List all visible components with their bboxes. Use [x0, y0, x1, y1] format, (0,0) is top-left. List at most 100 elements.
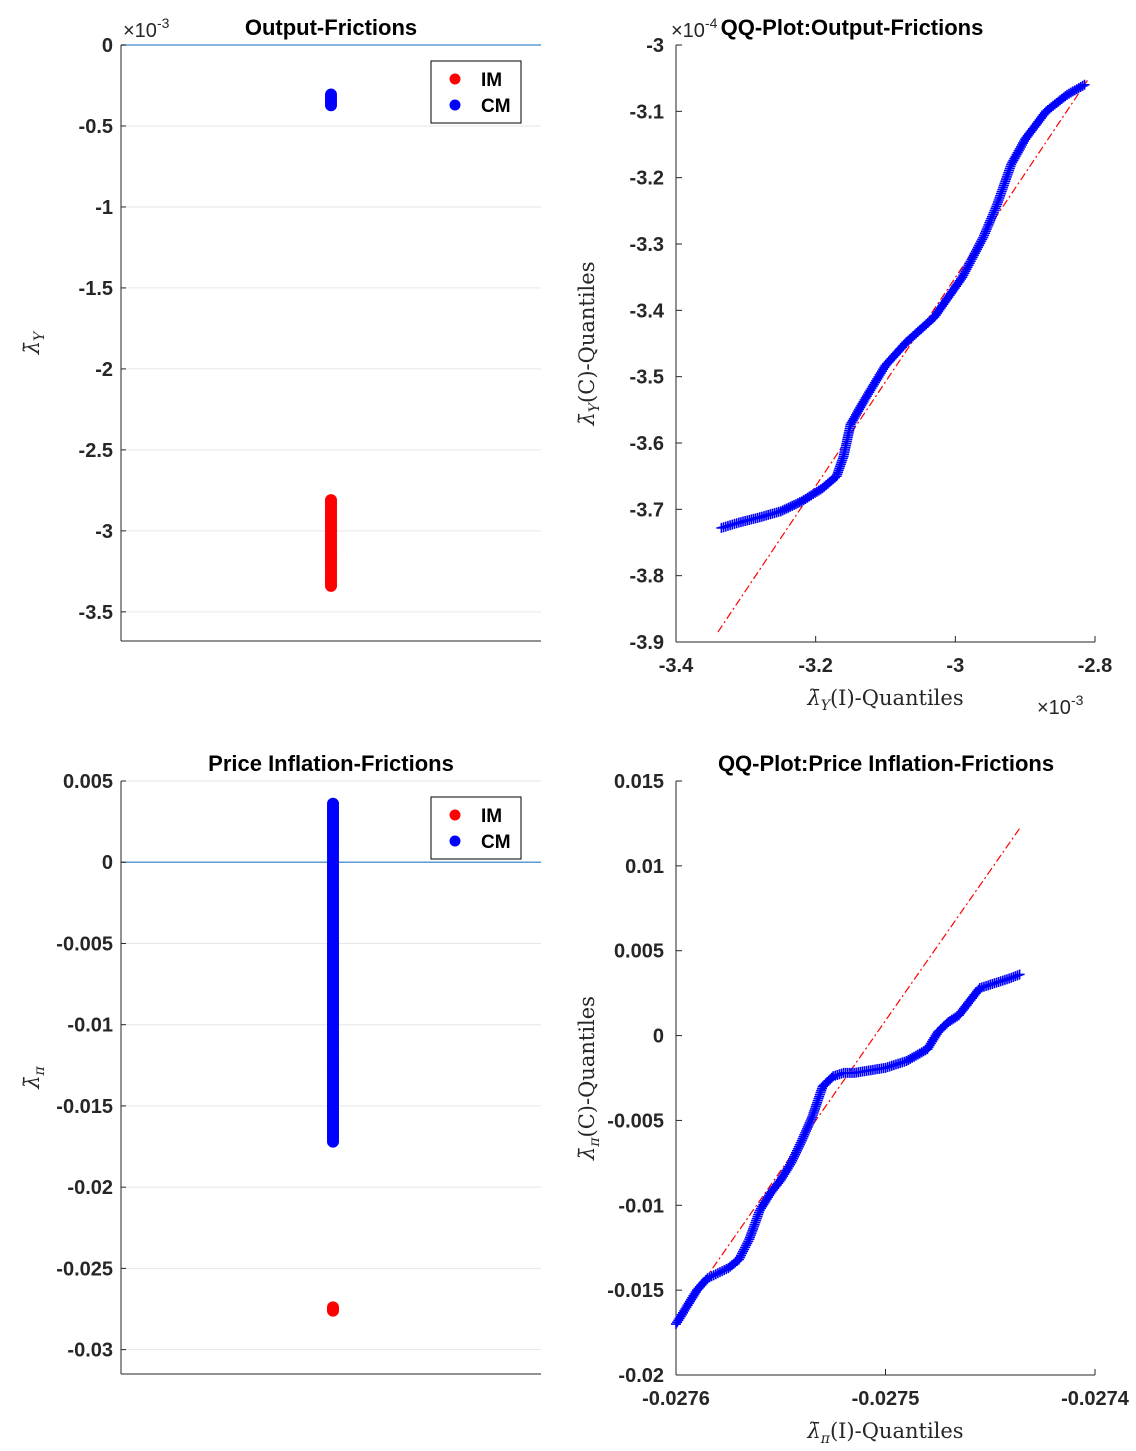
x-tick-label: -0.0275 [852, 1388, 920, 1410]
x-axis-label-subscript: π [820, 1431, 831, 1447]
y-tick-label: 0 [653, 1026, 664, 1048]
x-axis-label-lambda: λ̄ [806, 1419, 820, 1443]
quantile-point [980, 226, 991, 237]
x-tick-label: -2.8 [1078, 655, 1112, 677]
y-tick-label: -3.7 [630, 499, 664, 521]
quantile-series [671, 969, 1025, 1330]
quantile-point [704, 1272, 715, 1283]
y-tick-label: 0 [102, 852, 113, 874]
quantile-point [710, 1269, 721, 1280]
y-tick-label: 0.005 [614, 941, 664, 963]
quantile-point [1008, 972, 1019, 983]
x-exponent-power: -3 [1071, 692, 1084, 708]
y-tick-label: -3.4 [630, 300, 665, 322]
quantile-point [708, 1270, 719, 1281]
quantile-point [980, 228, 991, 239]
quantile-point [984, 217, 995, 228]
y-axis-label-subscript: Y [587, 401, 603, 412]
quantile-series [716, 79, 1090, 533]
quantile-point [985, 215, 996, 226]
qq-plot-output-frictions-panel: -3-3.1-3.2-3.3-3.4-3.5-3.6-3.7-3.8-3.9-3… [575, 15, 1112, 719]
qq-plot-price-inflation-frictions-panel: 0.0150.010.0050-0.005-0.01-0.015-0.02-0.… [575, 751, 1130, 1447]
data-point-cm [325, 99, 337, 112]
y-tick-label: 0.005 [63, 771, 113, 793]
y-tick-label: -3 [95, 521, 113, 543]
quantile-point [986, 213, 997, 224]
quantile-point [717, 1266, 728, 1277]
x-axis-label: λ̄Y(I)-Quantiles [806, 686, 963, 714]
y-tick-label: -0.005 [56, 933, 113, 955]
y-tick-label: -3.1 [630, 101, 664, 123]
legend-label-im: IM [481, 806, 502, 827]
quantile-point [978, 232, 989, 243]
y-tick-label: -0.005 [607, 1110, 664, 1132]
y-tick-label: -3.5 [630, 367, 664, 389]
series-im [327, 1301, 339, 1317]
output-frictions-panel: 0 -0.5 -1 -1.5 -2 -2.5 -3 -3.5 Output-Frictions ×… [20, 15, 541, 642]
quantile-point [981, 224, 992, 235]
y-tick-label: 0.01 [625, 856, 664, 878]
x-tick-label: -3.2 [798, 655, 832, 677]
y-exponent: ×10-4 [671, 15, 718, 42]
quantile-point [1079, 79, 1090, 90]
legend-box [430, 60, 522, 124]
y-tick-label: -3.3 [630, 234, 664, 256]
y-tick-label: 0.015 [614, 771, 664, 793]
quantile-point [702, 1273, 713, 1284]
y-axis-label-subscript: Y [32, 330, 48, 341]
legend-label-cm: CM [481, 832, 511, 853]
y-exponent-base: ×10 [123, 20, 157, 42]
y-tick-label: -0.025 [56, 1258, 113, 1280]
x-axis-label-suffix: (I)-Quantiles [830, 1419, 964, 1443]
legend-label-cm: CM [481, 96, 511, 117]
y-tick-label: -1.5 [79, 278, 113, 300]
y-tick-label: -0.5 [79, 116, 113, 138]
reference-line [717, 79, 1089, 633]
x-tick-label: -3.4 [659, 655, 694, 677]
y-tick-label: -0.02 [618, 1365, 664, 1387]
legend: IM CM [430, 60, 522, 124]
x-tick-label: -0.0276 [642, 1388, 710, 1410]
quantile-point [990, 203, 1001, 214]
y-tick-label: -3 [646, 35, 664, 57]
y-axis-label-suffix: (C)-Quantiles [575, 262, 599, 403]
y-exponent: ×10-3 [123, 15, 170, 42]
y-axis-label-suffix: (C)-Quantiles [575, 996, 599, 1137]
y-tick-label: -3.2 [630, 168, 664, 190]
quantile-point [982, 222, 993, 233]
legend: IM CM [430, 796, 522, 860]
quantile-point [712, 1268, 723, 1279]
x-axis-label-subscript: Y [821, 698, 832, 714]
quantile-point [991, 201, 1002, 212]
y-tick-label: -3.5 [79, 602, 113, 624]
y-tick-label: -0.01 [67, 1015, 113, 1037]
legend-box [430, 796, 522, 860]
quantile-point [719, 1265, 730, 1276]
data-point-im [327, 1304, 339, 1317]
y-tick-label: -0.015 [56, 1096, 113, 1118]
quantile-point [983, 219, 994, 230]
legend-marker-cm [449, 835, 461, 847]
y-tick-label: -2 [95, 359, 113, 381]
series-cm [327, 797, 339, 1148]
y-axis-label-lambda: λ̄ [20, 341, 44, 355]
data-point-cm [327, 1135, 339, 1148]
data-point-im [325, 579, 337, 592]
y-axis-label: λ̄π(C)-Quantiles [575, 996, 603, 1161]
y-axis-label-lambda: λ̄ [575, 1147, 599, 1161]
y-tick-label: -3.9 [630, 632, 664, 654]
x-axis-label: λ̄π(I)-Quantiles [806, 1419, 963, 1447]
y-exponent-power: -4 [705, 15, 718, 31]
y-tick-label: -2.5 [79, 440, 113, 462]
chart-title: QQ-Plot:Output-Frictions [721, 15, 984, 40]
quantile-point [706, 1271, 717, 1282]
y-tick-label: -1 [95, 197, 113, 219]
quantile-point [988, 207, 999, 218]
y-axis-label: λ̄π [20, 1065, 48, 1089]
y-tick-label: -3.8 [630, 566, 664, 588]
x-tick-label: -3 [946, 655, 964, 677]
price-inflation-frictions-panel: 0.005 0 -0.005 -0.01 -0.015 -0.02 -0.025 -0.03 P… [20, 751, 541, 1375]
y-tick-label: -0.01 [618, 1195, 664, 1217]
x-axis-label-lambda: λ̄ [806, 686, 820, 710]
